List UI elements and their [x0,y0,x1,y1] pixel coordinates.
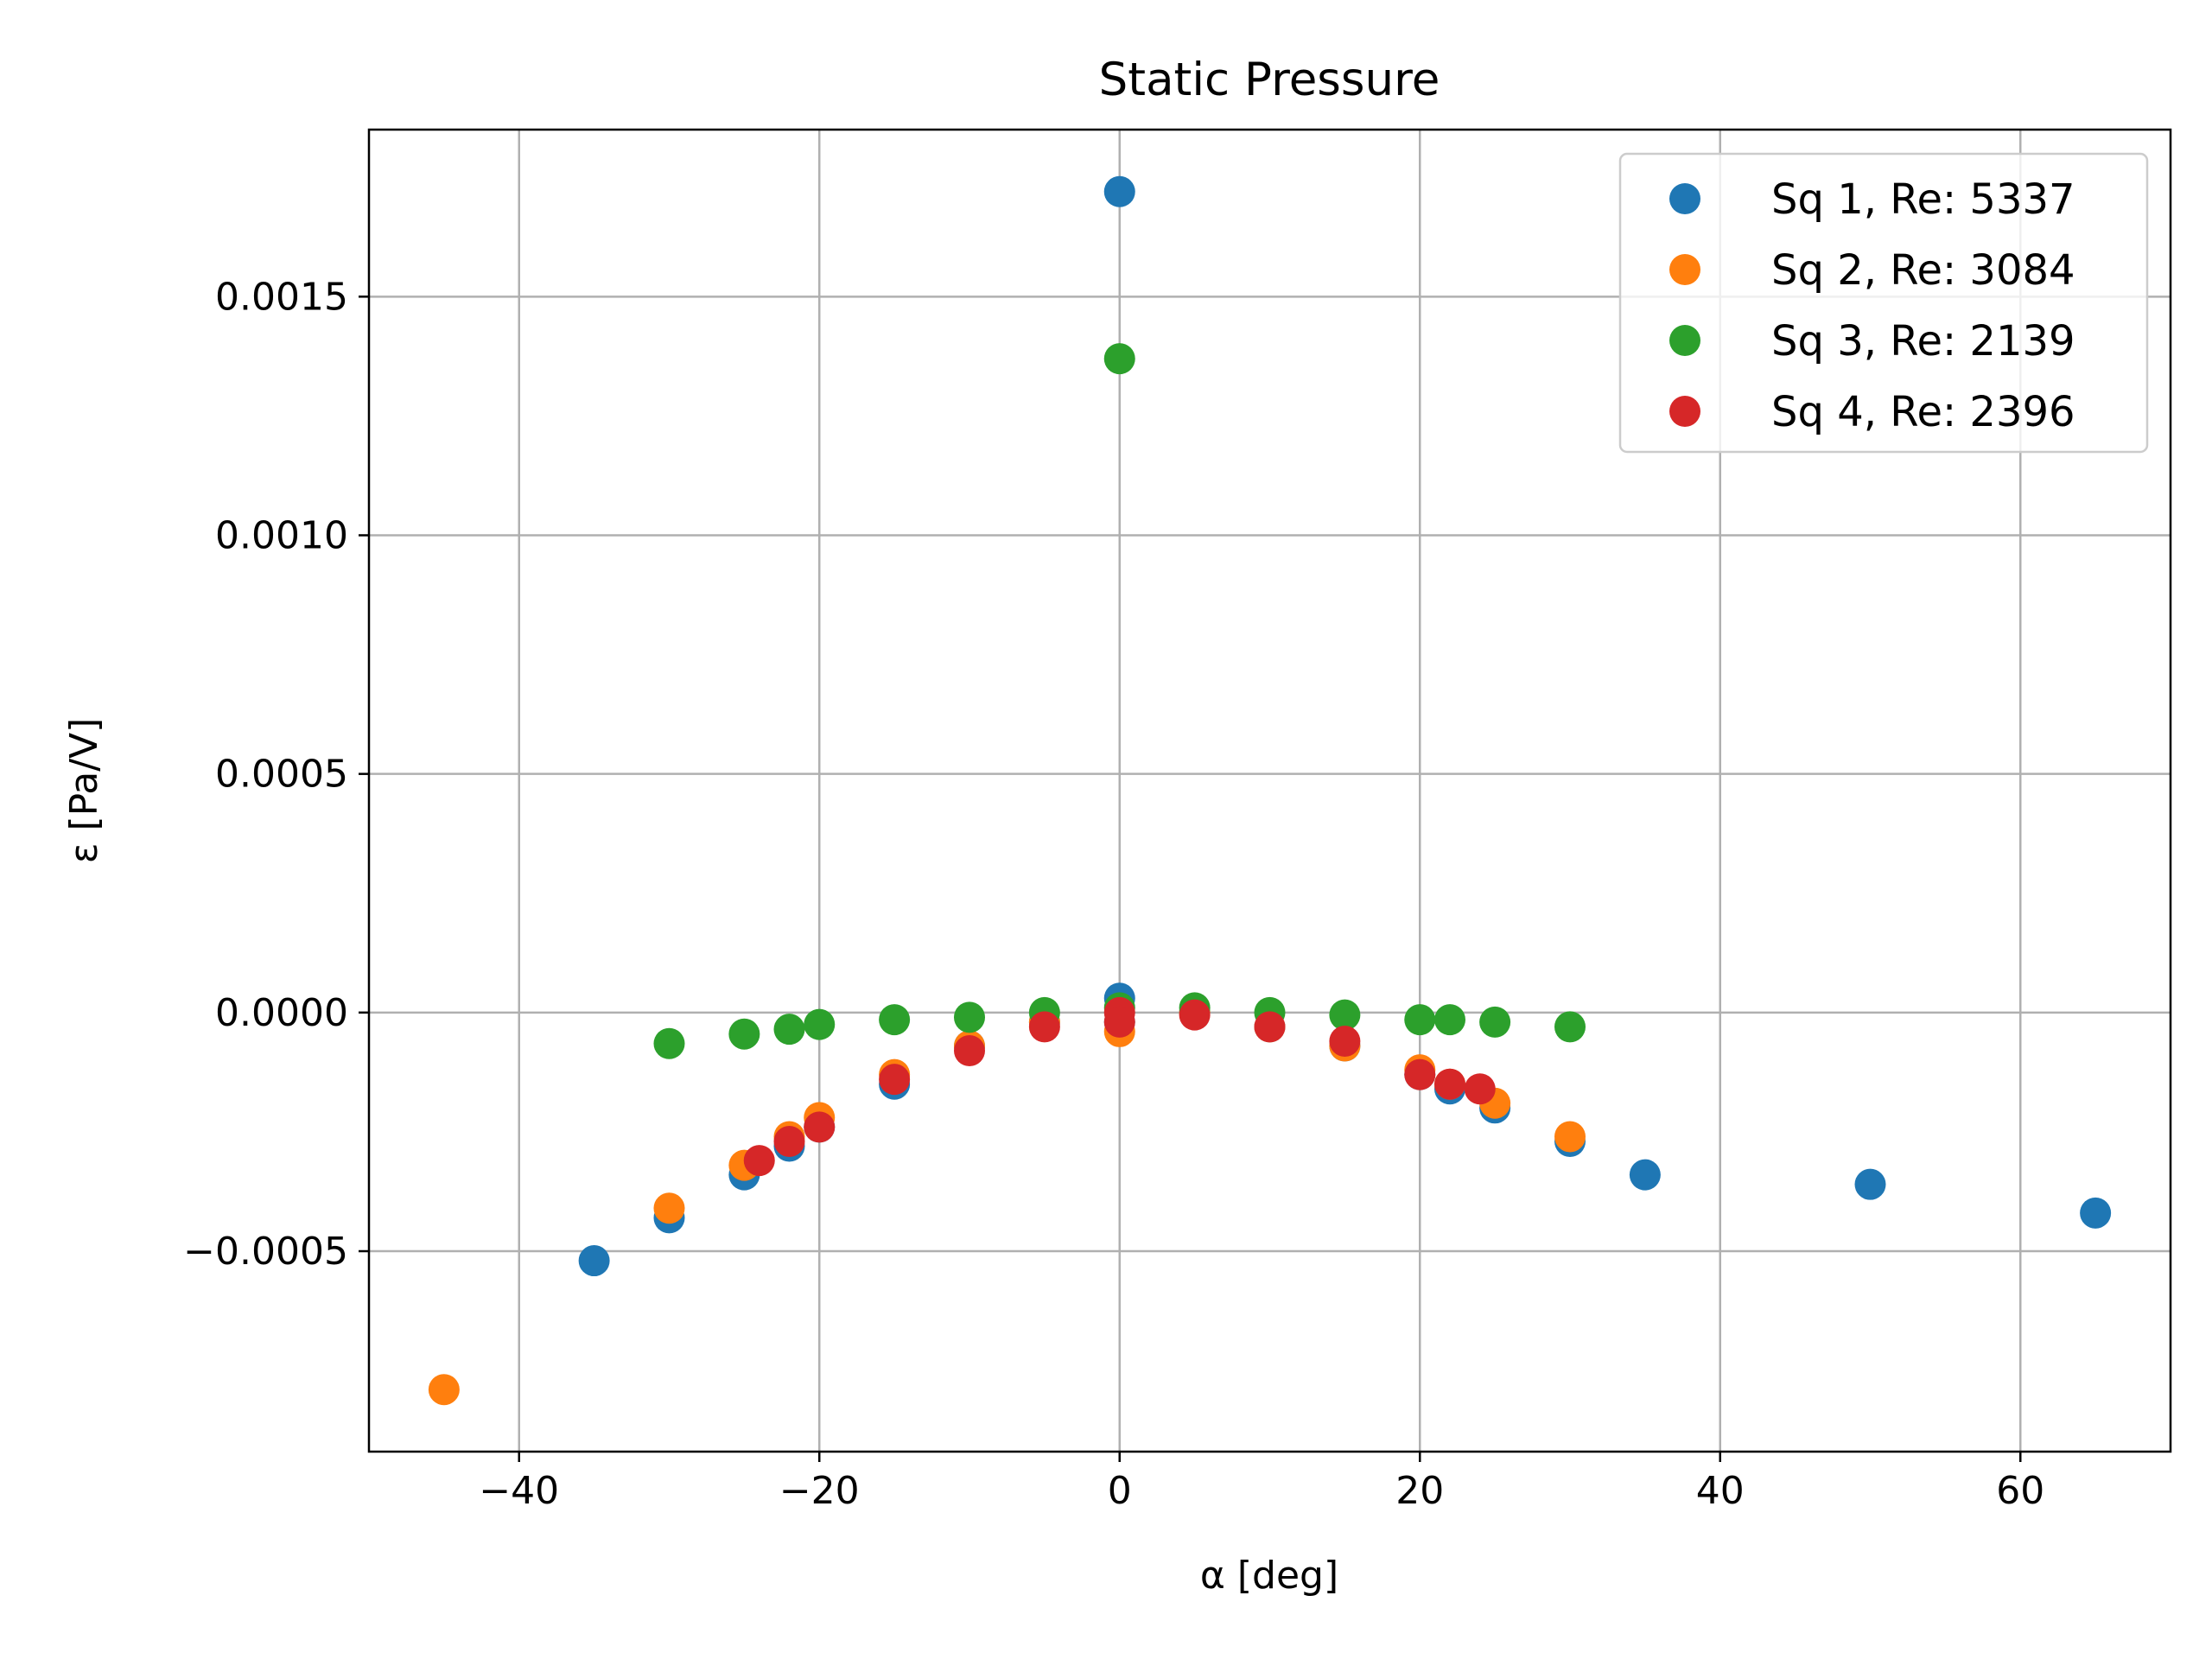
data-point [1854,1168,1886,1200]
legend-marker [1669,254,1700,285]
x-tick-label: 0 [1108,1469,1132,1513]
x-axis-label: α [deg] [1200,1554,1338,1598]
legend-label: Sq 3, Re: 2139 [1771,317,2075,365]
data-point [1329,1025,1361,1057]
data-point [954,1035,985,1067]
axis-ticks: −40 −20 0 20 40 60 −0.0005 0.0000 0.0005 0.0010 0.… [183,275,2044,1513]
data-point [1404,1004,1436,1036]
y-tick-label: 0.0015 [215,275,348,319]
data-point [1254,1011,1286,1043]
y-tick-label: 0.0010 [215,513,348,557]
data-point [653,1192,685,1224]
data-point [773,1014,805,1046]
data-point [1464,1073,1496,1105]
data-point [773,1125,805,1157]
data-point [1028,1011,1060,1043]
data-point [2080,1197,2112,1229]
legend-label: Sq 2, Re: 3084 [1771,246,2075,295]
y-axis-label: ε [Pa/V] [62,718,106,864]
legend-label: Sq 1, Re: 5337 [1771,175,2075,224]
data-point [1404,1058,1436,1090]
y-tick-label: 0.0000 [215,991,348,1035]
x-tick-label: −40 [479,1469,559,1513]
data-point [743,1145,775,1177]
series-4 [743,996,1496,1177]
data-points [428,175,2112,1406]
legend-marker [1669,325,1700,356]
data-point [879,1004,911,1036]
legend: Sq 1, Re: 5337 Sq 2, Re: 3084 Sq 3, Re: 21… [1618,152,2149,454]
data-point [1179,999,1211,1031]
data-point [653,1027,685,1059]
data-point [1103,343,1135,375]
y-tick-label: 0.0005 [215,753,348,797]
data-point [804,1008,836,1040]
data-point [1629,1159,1661,1191]
legend-marker [1669,183,1700,214]
data-point [428,1374,460,1406]
y-tick-label: −0.0005 [183,1230,348,1274]
x-tick-label: −20 [779,1469,860,1513]
data-point [1434,1004,1465,1036]
data-point [1329,999,1361,1031]
data-point [1479,1006,1511,1038]
data-point [1554,1121,1586,1153]
data-point [1434,1068,1465,1100]
legend-box [1618,152,2149,454]
data-point [1554,1011,1586,1043]
data-point [879,1064,911,1096]
chart-title: Static Pressure [1099,54,1440,106]
data-point [1103,1006,1135,1038]
data-point [578,1245,610,1277]
data-point [804,1111,836,1143]
data-point [1103,175,1135,207]
plot-frame [367,128,2172,1453]
x-tick-label: 20 [1395,1469,1444,1513]
data-point [728,1018,760,1050]
legend-marker [1669,396,1700,427]
data-point [954,1001,985,1033]
legend-label: Sq 4, Re: 2396 [1771,388,2075,436]
x-tick-label: 60 [1996,1469,2044,1513]
x-tick-label: 40 [1696,1469,1745,1513]
